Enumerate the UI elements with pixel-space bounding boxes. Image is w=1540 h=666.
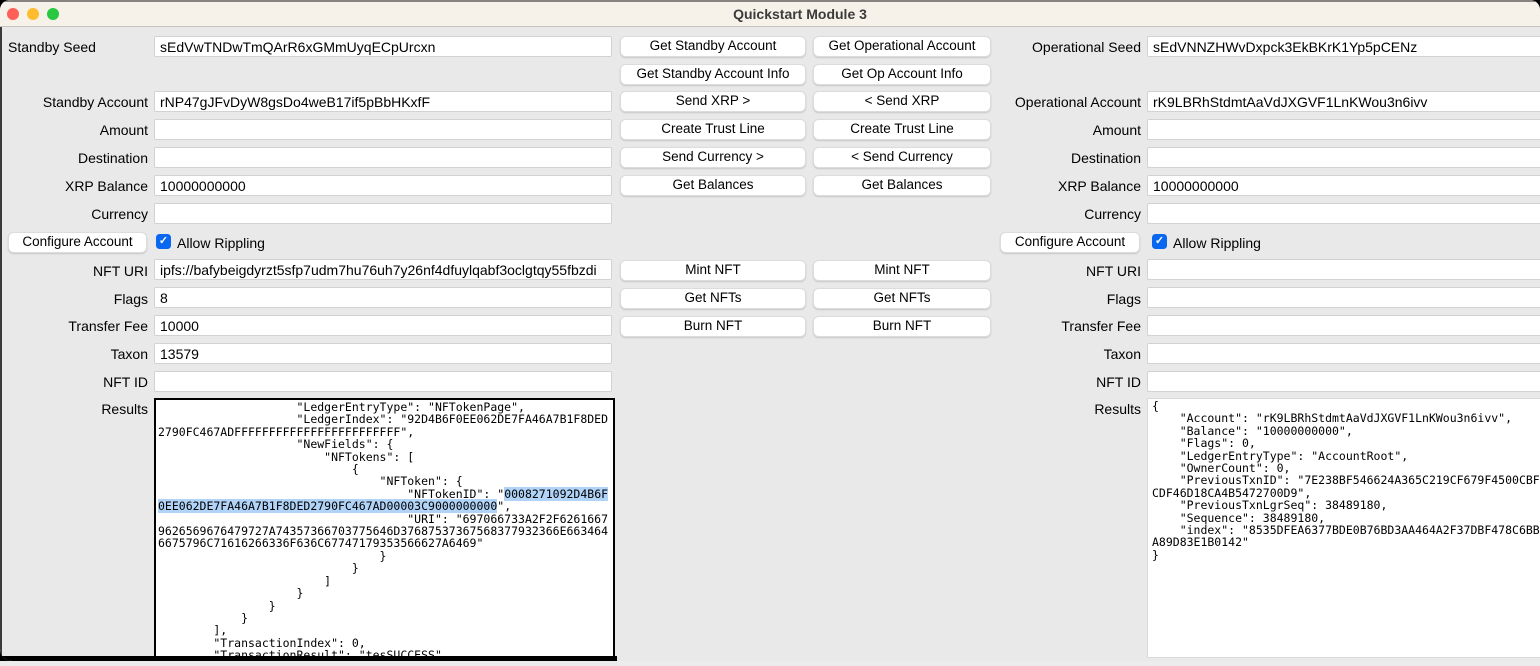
- operational-account-label: Operational Account: [1014, 94, 1141, 110]
- operational-nft-id-input[interactable]: [1147, 371, 1540, 392]
- get-nfts-standby-button[interactable]: Get NFTs: [620, 288, 806, 309]
- standby-results-label: Results: [101, 401, 148, 417]
- allow-rippling-standby-checkbox[interactable]: [156, 234, 171, 249]
- operational-destination-input[interactable]: [1147, 147, 1540, 168]
- standby-account-label: Standby Account: [42, 94, 148, 110]
- allow-rippling-operational-checkbox[interactable]: [1152, 234, 1167, 249]
- results-text-after-selection: ", "URI": "697066733A2F2F6261667 9626569…: [158, 499, 609, 661]
- standby-seed-label: Standby Seed: [8, 39, 96, 55]
- standby-nft-id-input[interactable]: [154, 371, 612, 392]
- operational-results-label: Results: [1094, 401, 1141, 417]
- standby-nft-uri-input[interactable]: [154, 259, 612, 280]
- window-left-edge: [0, 27, 2, 656]
- operational-currency-input[interactable]: [1147, 203, 1540, 224]
- standby-transfer-fee-input[interactable]: [154, 315, 612, 336]
- standby-nft-uri-label: NFT URI: [93, 263, 148, 279]
- get-standby-account-button[interactable]: Get Standby Account: [620, 36, 806, 57]
- standby-taxon-input[interactable]: [154, 343, 612, 364]
- get-nfts-operational-button[interactable]: Get NFTs: [813, 288, 991, 309]
- standby-account-input[interactable]: [154, 91, 612, 112]
- operational-flags-input[interactable]: [1147, 287, 1540, 308]
- operational-transfer-fee-label: Transfer Fee: [1061, 318, 1141, 334]
- minimize-button[interactable]: [27, 8, 39, 20]
- configure-account-standby-button[interactable]: Configure Account: [8, 232, 147, 253]
- operational-xrp-balance-input[interactable]: [1147, 175, 1540, 196]
- operational-amount-label: Amount: [1092, 122, 1141, 138]
- standby-currency-label: Currency: [91, 206, 148, 222]
- burn-nft-operational-button[interactable]: Burn NFT: [813, 316, 991, 337]
- operational-transfer-fee-input[interactable]: [1147, 315, 1540, 336]
- allow-rippling-operational-label: Allow Rippling: [1173, 235, 1261, 251]
- results-text-before-selection: "LedgerEntryType": "NFTokenPage", "Ledge…: [158, 400, 609, 501]
- standby-flags-input[interactable]: [154, 287, 612, 308]
- close-button[interactable]: [7, 8, 19, 20]
- configure-account-operational-button[interactable]: Configure Account: [1000, 232, 1140, 253]
- window-bottom-edge: [0, 656, 617, 661]
- get-operational-account-button[interactable]: Get Operational Account: [813, 36, 991, 57]
- get-balances-operational-button[interactable]: Get Balances: [813, 175, 991, 196]
- mint-nft-standby-button[interactable]: Mint NFT: [620, 260, 806, 281]
- send-currency-left-button[interactable]: < Send Currency: [813, 147, 991, 168]
- operational-taxon-input[interactable]: [1147, 343, 1540, 364]
- standby-results-textarea[interactable]: "LedgerEntryType": "NFTokenPage", "Ledge…: [154, 398, 615, 661]
- title-bar: Quickstart Module 3: [0, 0, 1540, 27]
- standby-taxon-label: Taxon: [110, 346, 148, 362]
- traffic-lights: [7, 8, 59, 20]
- standby-amount-input[interactable]: [154, 119, 612, 140]
- operational-amount-input[interactable]: [1147, 119, 1540, 140]
- zoom-button[interactable]: [47, 8, 59, 20]
- standby-nft-id-label: NFT ID: [103, 374, 148, 390]
- window-title: Quickstart Module 3: [733, 6, 867, 22]
- standby-transfer-fee-label: Transfer Fee: [68, 318, 148, 334]
- standby-flags-label: Flags: [113, 291, 148, 307]
- create-trust-line-standby-button[interactable]: Create Trust Line: [620, 119, 806, 140]
- window-top-edge: [0, 0, 1540, 2]
- standby-xrp-balance-input[interactable]: [154, 175, 612, 196]
- operational-xrp-balance-label: XRP Balance: [1057, 178, 1141, 194]
- operational-nft-uri-input[interactable]: [1147, 259, 1540, 280]
- get-standby-account-info-button[interactable]: Get Standby Account Info: [620, 64, 806, 85]
- operational-flags-label: Flags: [1106, 291, 1141, 307]
- get-balances-standby-button[interactable]: Get Balances: [620, 175, 806, 196]
- operational-results-text: { "Account": "rK9LBRhStdmtAaVdJXGVF1LnKW…: [1152, 399, 1540, 562]
- operational-taxon-label: Taxon: [1103, 346, 1141, 362]
- operational-results-textarea[interactable]: { "Account": "rK9LBRhStdmtAaVdJXGVF1LnKW…: [1147, 398, 1540, 658]
- operational-seed-label: Operational Seed: [1032, 39, 1141, 55]
- allow-rippling-standby-label: Allow Rippling: [177, 235, 265, 251]
- create-trust-line-operational-button[interactable]: Create Trust Line: [813, 119, 991, 140]
- mint-nft-operational-button[interactable]: Mint NFT: [813, 260, 991, 281]
- send-currency-right-button[interactable]: Send Currency >: [620, 147, 806, 168]
- operational-currency-label: Currency: [1084, 206, 1141, 222]
- operational-destination-label: Destination: [1070, 150, 1141, 166]
- operational-nft-uri-label: NFT URI: [1086, 263, 1141, 279]
- standby-currency-input[interactable]: [154, 203, 612, 224]
- standby-xrp-balance-label: XRP Balance: [64, 178, 148, 194]
- burn-nft-standby-button[interactable]: Burn NFT: [620, 316, 806, 337]
- background-strip: [0, 661, 1540, 666]
- operational-nft-id-label: NFT ID: [1096, 374, 1141, 390]
- send-xrp-right-button[interactable]: Send XRP >: [620, 91, 806, 112]
- get-op-account-info-button[interactable]: Get Op Account Info: [813, 64, 991, 85]
- standby-seed-input[interactable]: [154, 36, 612, 57]
- standby-destination-input[interactable]: [154, 147, 612, 168]
- operational-seed-input[interactable]: [1147, 36, 1540, 57]
- standby-amount-label: Amount: [99, 122, 148, 138]
- send-xrp-left-button[interactable]: < Send XRP: [813, 91, 991, 112]
- operational-account-input[interactable]: [1147, 91, 1540, 112]
- standby-destination-label: Destination: [77, 150, 148, 166]
